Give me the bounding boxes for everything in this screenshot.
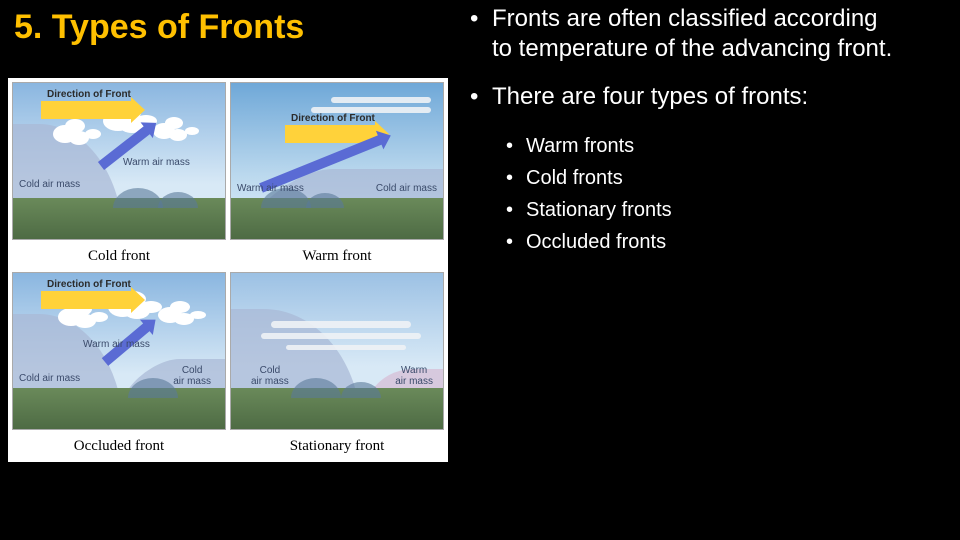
cold-air-label: Cold air mass bbox=[19, 179, 80, 190]
yellow-arrow-icon bbox=[41, 291, 131, 309]
dof-label: Direction of Front bbox=[47, 279, 131, 290]
dof-label: Direction of Front bbox=[291, 113, 375, 124]
cold-label: Coldair mass bbox=[251, 365, 289, 387]
caption-occluded: Occluded front bbox=[12, 434, 226, 458]
bullet-intro-line2: to temperature of the advancing front. bbox=[492, 34, 952, 64]
bullet-stationary: Stationary fronts bbox=[470, 194, 952, 226]
warm-air-label: Warm air mass bbox=[123, 157, 190, 168]
bullet-intro: Fronts are often classified according to… bbox=[470, 4, 952, 64]
panel-warm-front: Direction of Front Cold air mass Warm ai… bbox=[230, 82, 444, 240]
caption-stationary: Stationary front bbox=[230, 434, 444, 458]
bullet-warm: Warm fronts bbox=[470, 130, 952, 162]
panel-stationary-front: Coldair mass Warmair mass bbox=[230, 272, 444, 430]
yellow-arrow-icon bbox=[285, 125, 375, 143]
diagram-grid: Direction of Front Warm air mass Cold ai… bbox=[8, 78, 448, 462]
cold-air-label: Cold air mass bbox=[19, 373, 80, 384]
bullet-intro-line1: Fronts are often classified according bbox=[492, 5, 878, 32]
panel-cold-front: Direction of Front Warm air mass Cold ai… bbox=[12, 82, 226, 240]
warm-air-label: Warm air mass bbox=[237, 183, 304, 194]
caption-cold: Cold front bbox=[12, 244, 226, 268]
dof-label: Direction of Front bbox=[47, 89, 131, 100]
yellow-arrow-icon bbox=[41, 101, 131, 119]
bullet-occluded: Occluded fronts bbox=[470, 226, 952, 258]
warm-air-label: Warm air mass bbox=[83, 339, 150, 350]
warm-label: Warmair mass bbox=[395, 365, 433, 387]
bullet-four-types: There are four types of fronts: bbox=[470, 82, 952, 112]
slide-title: 5. Types of Fronts bbox=[14, 8, 304, 47]
bullet-cold: Cold fronts bbox=[470, 162, 952, 194]
cold-label: Coldair mass bbox=[173, 365, 211, 387]
panel-occluded-front: Direction of Front Warm air mass Cold ai… bbox=[12, 272, 226, 430]
caption-warm: Warm front bbox=[230, 244, 444, 268]
bullet-list: Fronts are often classified according to… bbox=[470, 4, 952, 258]
cold-air-label: Cold air mass bbox=[376, 183, 437, 194]
